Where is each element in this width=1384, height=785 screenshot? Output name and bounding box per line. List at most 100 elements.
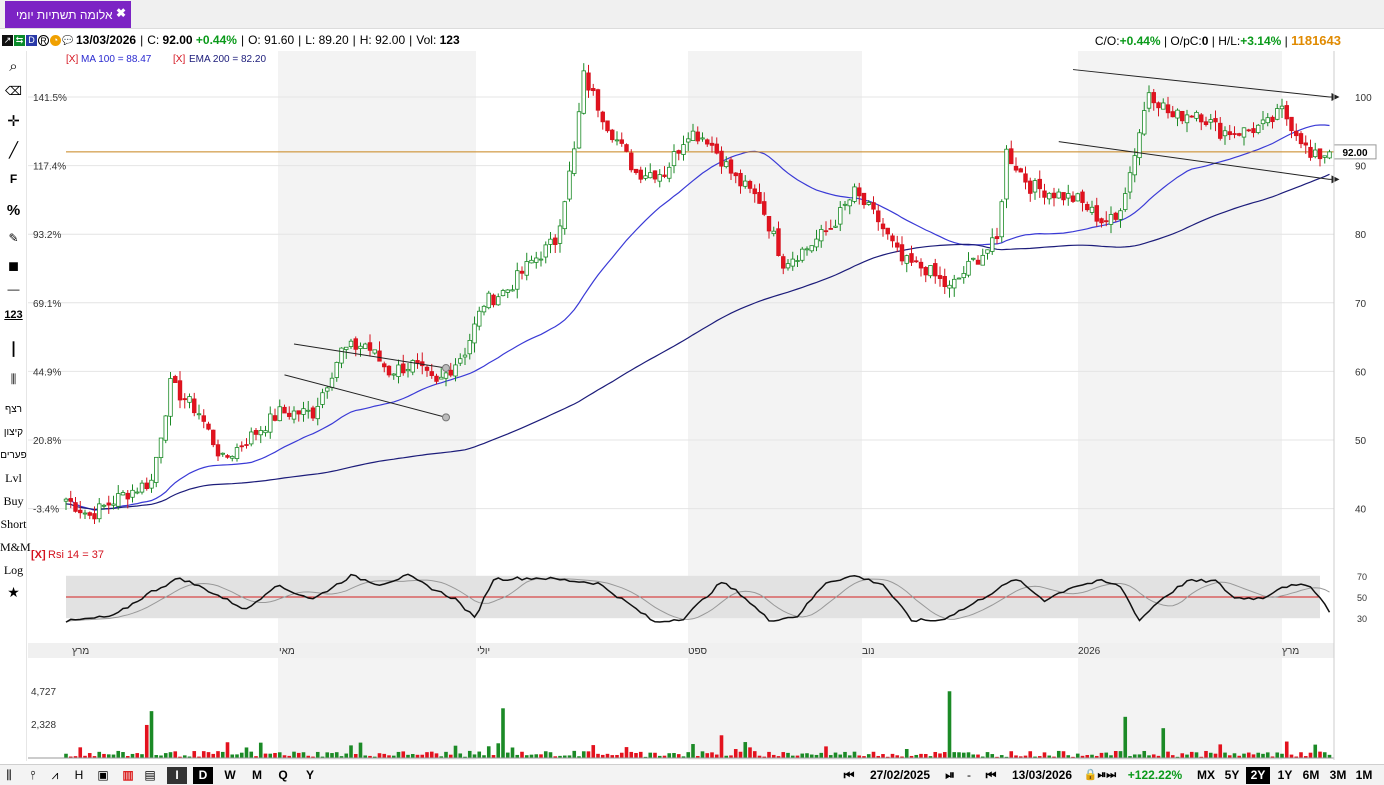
toolbar-item-short[interactable]: Short: [0, 517, 27, 531]
candle: [956, 277, 962, 280]
volume-bar: [505, 752, 510, 758]
percent-icon[interactable]: %: [6, 202, 21, 219]
doc-icon[interactable]: D: [26, 34, 37, 46]
candle: [192, 398, 197, 414]
toolbar-item-mm[interactable]: M&M: [0, 540, 31, 554]
range-3m[interactable]: 3M: [1329, 768, 1347, 782]
volume-bar: [1270, 756, 1275, 758]
box-icon[interactable]: ▣: [97, 768, 109, 782]
crosshair-icon[interactable]: ✛: [7, 113, 20, 130]
fibonacci-icon[interactable]: F: [9, 172, 18, 186]
candle: [923, 267, 928, 276]
candle-type-icon[interactable]: ⫼: [6, 768, 12, 782]
high-label: H:: [359, 33, 372, 47]
line-type-icon[interactable]: ⩘: [51, 768, 59, 782]
range-2y[interactable]: 2Y: [1246, 767, 1270, 784]
hline-icon[interactable]: —: [7, 282, 20, 296]
volume-bar: [306, 755, 311, 758]
interval-intraday[interactable]: I: [167, 767, 187, 784]
candle: [481, 305, 487, 313]
volume-bar: [482, 755, 486, 758]
toolbar-item-extreme[interactable]: קיצון: [3, 427, 24, 438]
tab-close-icon[interactable]: ✖: [115, 6, 126, 20]
colors-icon[interactable]: ▥: [122, 768, 134, 782]
volume-bar: [947, 691, 952, 758]
to-date[interactable]: 13/03/2026: [1011, 768, 1073, 782]
range-5y[interactable]: 5Y: [1224, 768, 1240, 782]
volume-bar: [472, 754, 477, 758]
volume-bar: [372, 756, 377, 758]
to-nav-icon[interactable]: 🔒⏯⏭: [1083, 769, 1117, 781]
edit-icon[interactable]: ✎: [8, 231, 19, 245]
heikin-icon[interactable]: H: [74, 768, 84, 782]
ohlc-info-bar: ↗ ⇆ D R ◔ 💬 13/03/2026 | C: 92.00 +0.44%…: [2, 33, 460, 47]
from-date[interactable]: 27/02/2025: [869, 768, 931, 782]
star-icon[interactable]: ★: [7, 584, 20, 600]
price-chart[interactable]: 100 90 80 70 60 50 40 141.5% 117.4% 93.2% 69.1% 44.…: [0, 0, 1384, 764]
candle: [1146, 92, 1152, 109]
tab-alumah-daily[interactable]: אלומה תשתיות יומי ✖: [5, 1, 131, 28]
volume-bar: [1128, 756, 1132, 758]
volume-bar: [334, 752, 339, 758]
comment-icon[interactable]: 💬: [62, 34, 74, 46]
toolbar-item-log[interactable]: Log: [3, 563, 24, 577]
candle: [424, 366, 430, 371]
volume-bar: [1299, 752, 1303, 758]
draw-icon[interactable]: ↗: [2, 34, 13, 46]
volume-bar: [752, 751, 757, 758]
pct-tick-0: 141.5%: [33, 93, 67, 104]
interval-weekly[interactable]: W: [224, 768, 236, 782]
candle: [139, 482, 145, 493]
candle: [206, 423, 211, 430]
share-icon[interactable]: ⇆: [14, 34, 25, 46]
hl-label: H/L:: [1218, 34, 1241, 48]
eraser-icon[interactable]: ⌫: [5, 84, 22, 98]
candle: [382, 363, 387, 368]
interval-quarterly[interactable]: Q: [278, 768, 288, 782]
bar-type-icon[interactable]: ⫯: [30, 768, 36, 782]
candle: [434, 375, 439, 382]
range-1m[interactable]: 1M: [1355, 768, 1373, 782]
candle: [301, 408, 306, 415]
to-prev-icon[interactable]: ⏮: [985, 768, 997, 782]
volume-bar: [178, 756, 182, 758]
volume-bar: [596, 753, 600, 758]
registered-icon[interactable]: R: [38, 34, 49, 46]
clock-icon[interactable]: ◔: [50, 34, 61, 46]
range-1y[interactable]: 1Y: [1277, 768, 1293, 782]
candle: [743, 180, 748, 187]
toolbar-item-buy[interactable]: Buy: [3, 494, 24, 508]
interval-daily[interactable]: D: [193, 767, 213, 784]
search-icon[interactable]: ⌕: [9, 58, 18, 75]
volume-bar: [83, 755, 87, 758]
candle: [1165, 104, 1171, 114]
candle: [638, 169, 643, 180]
candle: [363, 343, 368, 349]
candle: [1156, 102, 1161, 109]
candle: [405, 368, 411, 372]
price-tick-2: 80: [1355, 230, 1367, 241]
candle: [738, 172, 743, 187]
candle: [600, 111, 605, 123]
toolbar-item-lvl[interactable]: Lvl: [5, 471, 22, 485]
candles-icon[interactable]: ⫼: [10, 372, 17, 386]
color-swatch-icon[interactable]: ■: [8, 256, 19, 276]
toolbar-item-gaps[interactable]: פערים: [0, 450, 27, 461]
toolbar-item-sequence[interactable]: רצף: [4, 404, 23, 415]
vertical-line-icon[interactable]: ❘: [7, 340, 20, 357]
volume-bar: [1318, 751, 1322, 758]
interval-yearly[interactable]: Y: [305, 768, 314, 782]
volume-bar: [919, 753, 923, 758]
from-first-icon[interactable]: ⏮: [843, 768, 855, 782]
candle: [144, 482, 149, 490]
range-6m[interactable]: 6M: [1302, 768, 1320, 782]
volume-bar: [1147, 755, 1151, 758]
candle: [714, 143, 719, 154]
save-icon[interactable]: ▤: [144, 768, 156, 782]
line-tool-icon[interactable]: ╱: [8, 142, 19, 159]
interval-monthly[interactable]: M: [252, 768, 262, 782]
range-mx[interactable]: MX: [1197, 768, 1215, 782]
volume-bar: [638, 751, 643, 758]
from-next-icon[interactable]: ⏯: [945, 768, 955, 782]
numbers-icon[interactable]: 123: [4, 309, 23, 321]
